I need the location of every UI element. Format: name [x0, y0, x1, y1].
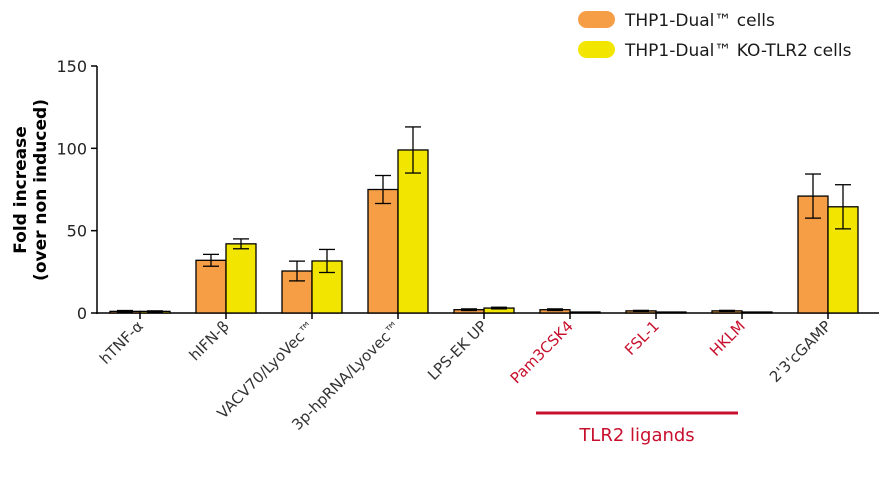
legend-label-thp1-dual-ko-tlr2: THP1-Dual™ KO-TLR2 cells [624, 41, 852, 61]
bar [367, 188, 399, 314]
tlr2-ligands-label: TLR2 ligands [578, 425, 694, 446]
bar [655, 311, 687, 314]
y-axis-title-line2: (over non induced) [31, 99, 51, 281]
bar [569, 311, 601, 314]
legend: THP1-Dual™ cells THP1-Dual™ KO-TLR2 cell… [578, 11, 852, 61]
bar [225, 243, 257, 314]
x-tick-label: 2'3'cGAMP [766, 317, 835, 386]
x-tick-label: hTNF-α [96, 317, 147, 368]
y-tick-label: 0 [77, 304, 87, 323]
y-tick-label: 100 [56, 139, 87, 158]
bar [741, 311, 773, 314]
legend-swatch-thp1-dual [578, 11, 615, 28]
y-axis-title-line1: Fold increase [11, 126, 31, 254]
y-axis-title: Fold increase (over non induced) [11, 99, 51, 281]
x-tick-label: LPS-EK UP [424, 317, 491, 384]
x-tick-label: hIFN-β [186, 317, 233, 364]
legend-label-thp1-dual: THP1-Dual™ cells [624, 11, 775, 31]
bar [195, 259, 227, 314]
x-tick-label: Pam3CSK4 [507, 317, 577, 387]
x-tick-label: HKLM [706, 317, 749, 360]
x-tick-label: FSL-1 [621, 317, 663, 359]
bar [311, 260, 343, 314]
y-tick-label: 150 [56, 57, 87, 76]
y-tick-label: 50 [67, 222, 87, 241]
legend-swatch-thp1-dual-ko-tlr2 [578, 41, 615, 58]
bar [397, 149, 429, 314]
